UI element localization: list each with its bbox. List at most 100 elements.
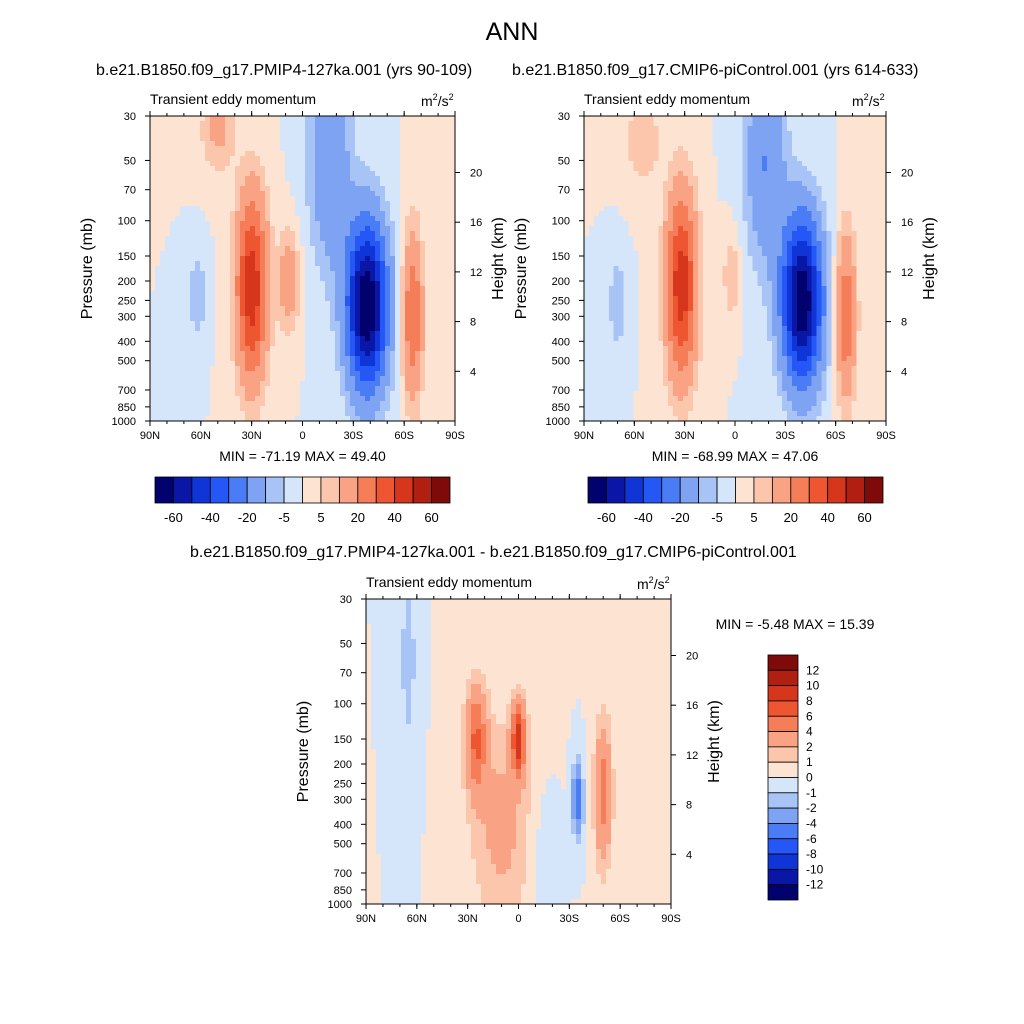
x-tick-label: 60N [624,430,644,442]
colorbar-label: 40 [387,510,401,525]
colorbar-label: 0 [806,771,813,785]
colorbar-swatch [265,476,285,504]
colorbar-swatch [246,476,267,504]
colorbar-swatch [767,746,799,763]
x-tick-label: 0 [732,430,738,442]
right-axis-label: Height (km) [490,217,507,300]
y-tick-label: 200 [552,276,570,288]
figure-title: ANN [485,18,539,46]
x-tick-label: 30N [675,430,695,442]
x-tick-label: 60N [191,430,211,442]
y-tick-label: 700 [334,868,352,880]
height-tick-label: 12 [686,750,698,762]
colorbar-label: -60 [597,510,616,525]
y-tick-label: 850 [552,402,570,414]
colorbar-swatch [827,476,847,504]
colorbar-swatch [767,700,799,717]
y-tick-label: 500 [552,356,570,368]
panel-1-title: b.e21.B1850.f09_g17.PMIP4-127ka.001 (yrs… [96,62,473,79]
colorbar-label: 10 [806,679,820,693]
colorbar-swatch [767,868,799,886]
colorbar-swatch [698,476,718,504]
height-tick-label: 4 [901,366,907,378]
y-tick-label: 200 [334,759,352,771]
colorbar-label: 40 [820,510,834,525]
colorbar-label: 12 [806,663,820,677]
x-tick-label: 60N [407,913,427,925]
y-tick-label: 100 [334,699,352,711]
min-max-label: MIN = -71.19 MAX = 49.40 [219,448,386,464]
colorbar-swatch [661,476,681,504]
colorbar-label: 4 [806,725,813,739]
x-tick-label: 90S [661,913,681,925]
y-tick-label: 1000 [546,416,570,428]
plot-subtitle: Transient eddy momentum [150,91,316,107]
colorbar-swatch [716,476,736,504]
x-tick-label: 30S [776,430,796,442]
colorbar-swatch [431,476,451,504]
plot-subtitle: Transient eddy momentum [584,91,750,107]
colorbar-swatch [767,685,799,702]
colorbar-label: -6 [806,832,817,846]
colorbar-swatch [735,476,755,504]
x-tick-label: 90S [445,430,465,442]
y-tick-label: 50 [558,155,570,167]
colorbar-swatch [767,761,799,778]
colorbar-swatch [228,476,248,504]
y-tick-label: 30 [558,111,570,123]
colorbar-swatch [808,476,829,504]
colorbar-label: -20 [238,510,257,525]
contour-field-1 [150,116,456,422]
x-tick-label: 90N [574,430,594,442]
colorbar-swatch [606,476,626,504]
x-tick-label: 30S [344,430,364,442]
y-tick-label: 250 [552,295,570,307]
y-tick-label: 50 [340,638,352,650]
y-tick-label: 250 [118,295,136,307]
height-tick-label: 20 [470,167,482,179]
x-tick-label: 30N [242,430,262,442]
y-tick-label: 700 [552,385,570,397]
colorbar-label: 20 [784,510,798,525]
colorbar-label: 5 [750,510,757,525]
x-tick-label: 90N [140,430,160,442]
right-axis-label: Height (km) [921,217,938,300]
colorbar-swatch [767,792,799,809]
colorbar-swatch [767,807,799,824]
colorbar-swatch [767,731,799,748]
colorbar-label: 1 [806,755,813,769]
height-tick-label: 16 [686,700,698,712]
colorbar-swatch [790,476,810,504]
colorbar-swatch [767,777,799,794]
colorbar-swatch [338,476,359,504]
height-tick-label: 12 [470,267,482,279]
colorbar-2: -60 -40 -20 -5 5 20 40 60 [587,476,884,525]
y-tick-label: 500 [118,356,136,368]
x-tick-label: 90S [876,430,896,442]
colorbar-swatch [209,476,230,504]
colorbar-label: -60 [164,510,183,525]
y-axis-label: Pressure (mb) [79,218,96,319]
y-tick-label: 300 [118,311,136,323]
x-tick-label: 30S [560,913,580,925]
colorbar-label: -1 [806,786,817,800]
colorbar-label: -40 [634,510,653,525]
min-max-label: MIN = -5.48 MAX = 15.39 [716,616,875,632]
x-tick-label: 90N [356,913,376,925]
x-tick-label: 60S [394,430,414,442]
panel-2: 90N 60N 30N 0 30S 60S 90S 30 50 70 100 150 200 250 300… [513,91,938,525]
y-tick-label: 70 [124,185,136,197]
colorbar-swatch [412,476,432,504]
colorbar-label: 6 [806,709,813,723]
colorbar-swatch [191,476,211,504]
x-tick-label: 30N [458,913,478,925]
y-tick-label: 200 [118,276,136,288]
y-tick-label: 70 [558,185,570,197]
y-tick-label: 400 [552,336,570,348]
panel-1: 90N 60N 30N 0 30S 60S 90S 30 50 70 100 150 200 250 300… [79,91,507,525]
colorbar-swatch [642,476,663,504]
units-label: m2/s2 [421,92,454,109]
y-tick-label: 150 [552,251,570,263]
y-tick-label: 1000 [112,416,136,428]
